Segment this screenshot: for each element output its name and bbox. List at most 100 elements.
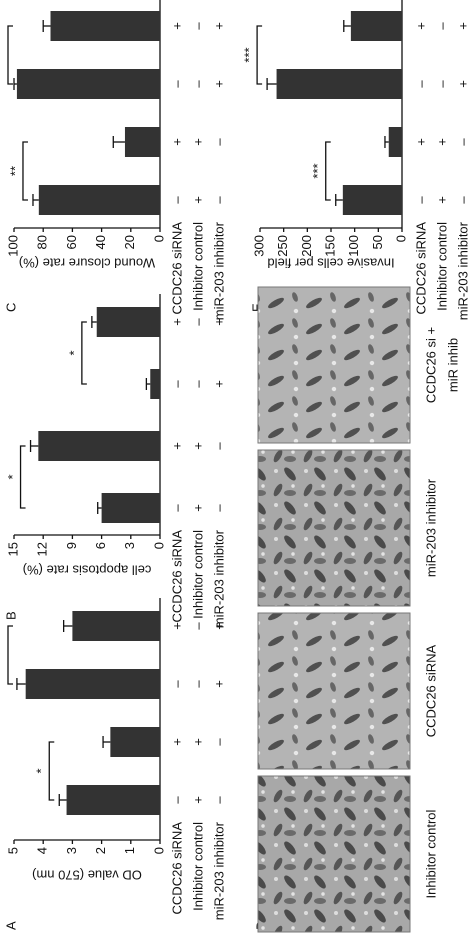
- condition-sign: +: [190, 138, 205, 146]
- bar: [38, 431, 160, 461]
- y-tick-label: 250: [275, 235, 290, 257]
- significance-bracket: [22, 141, 28, 201]
- condition-sign: –: [190, 380, 205, 388]
- y-tick-label: 300: [251, 235, 266, 257]
- condition-sign: –: [434, 22, 449, 30]
- significance-label: *: [34, 768, 49, 773]
- condition-sign: +: [190, 796, 205, 804]
- panel-label: E: [249, 303, 264, 312]
- micrograph: [257, 286, 411, 444]
- condition-sign: +: [211, 380, 226, 388]
- condition-sign: –: [413, 80, 428, 88]
- condition-sign: +: [169, 318, 184, 326]
- significance-label: ***: [242, 47, 257, 62]
- y-tick-label: 20: [122, 235, 137, 249]
- y-tick-label: 5: [5, 847, 20, 854]
- condition-sign: –: [211, 442, 226, 450]
- condition-sign: –: [413, 196, 428, 204]
- y-tick-label: 0: [151, 847, 166, 854]
- condition-label: Inhibitor control: [190, 222, 205, 311]
- condition-label: miR-203 inhibitor: [455, 221, 470, 320]
- y-tick-label: 6: [93, 542, 108, 549]
- condition-sign: +: [434, 196, 449, 204]
- micrograph: [257, 612, 411, 770]
- y-tick-label: 2: [93, 847, 108, 854]
- condition-sign: +: [211, 680, 226, 688]
- significance-label: *: [0, 652, 7, 657]
- condition-label: Inhibitor control: [190, 822, 205, 911]
- condition-sign: +: [169, 138, 184, 146]
- bar: [72, 611, 160, 641]
- bar: [101, 493, 160, 523]
- y-axis-title: Invasive cells per field: [267, 256, 394, 271]
- condition-sign: –: [169, 796, 184, 804]
- significance-label: **: [7, 166, 22, 176]
- y-tick-label: 60: [64, 235, 79, 249]
- condition-sign: +: [211, 622, 226, 630]
- bar: [150, 369, 160, 399]
- condition-label: Inhibitor control: [434, 222, 449, 311]
- condition-sign: –: [434, 80, 449, 88]
- bar: [38, 185, 160, 215]
- condition-sign: –: [211, 504, 226, 512]
- significance-label: *: [0, 52, 7, 57]
- condition-label: CCDC26 siRNA: [413, 222, 428, 315]
- condition-sign: –: [169, 380, 184, 388]
- image-caption: CCDC26 si +: [423, 327, 438, 403]
- condition-sign: –: [169, 680, 184, 688]
- bar: [16, 69, 161, 99]
- y-tick-label: 3: [122, 542, 137, 549]
- y-tick-label: 12: [35, 542, 50, 556]
- panel-label: A: [3, 921, 18, 930]
- condition-sign: +: [169, 622, 184, 630]
- condition-sign: +: [413, 22, 428, 30]
- y-tick-label: 80: [35, 235, 50, 249]
- bar: [124, 127, 160, 157]
- significance-bracket: [19, 445, 26, 509]
- significance-label: ***: [310, 163, 325, 178]
- condition-sign: –: [169, 80, 184, 88]
- condition-sign: +: [455, 80, 470, 88]
- condition-sign: +: [190, 196, 205, 204]
- condition-sign: –: [169, 196, 184, 204]
- condition-sign: –: [190, 80, 205, 88]
- y-tick-label: 200: [299, 235, 314, 257]
- condition-sign: +: [190, 504, 205, 512]
- y-tick-label: 9: [64, 542, 79, 549]
- y-tick-label: 3: [64, 847, 79, 854]
- micrograph: [257, 449, 411, 607]
- condition-sign: –: [190, 622, 205, 630]
- condition-sign: +: [455, 22, 470, 30]
- condition-sign: +: [211, 22, 226, 30]
- condition-sign: –: [455, 138, 470, 146]
- y-tick-label: 50: [370, 235, 385, 249]
- bar: [276, 69, 403, 99]
- condition-label: miR-203 inhibitor: [211, 529, 226, 628]
- condition-sign: +: [190, 442, 205, 450]
- significance-label: *: [5, 474, 20, 479]
- significance-label: *: [66, 350, 81, 355]
- significance-bracket: [7, 25, 13, 85]
- bar: [96, 307, 160, 337]
- image-caption: miR inhib: [445, 338, 460, 392]
- significance-bracket: [256, 25, 263, 85]
- condition-sign: –: [190, 680, 205, 688]
- condition-label: CCDC26 siRNA: [169, 530, 184, 623]
- condition-label: miR-203 inhibitor: [211, 221, 226, 320]
- condition-sign: –: [190, 22, 205, 30]
- image-caption: Inhibitor control: [423, 809, 438, 898]
- condition-sign: +: [211, 318, 226, 326]
- condition-label: Inhibitor control: [190, 530, 205, 619]
- bar: [50, 11, 160, 41]
- significance-bracket: [325, 141, 331, 201]
- condition-sign: –: [211, 796, 226, 804]
- condition-label: CCDC26 siRNA: [169, 822, 184, 915]
- y-tick-label: 40: [93, 235, 108, 249]
- y-axis-title: OD value (570 nm): [32, 868, 142, 883]
- bar: [110, 727, 160, 757]
- y-tick-label: 15: [5, 542, 20, 556]
- condition-label: miR-203 inhibitor: [211, 821, 226, 920]
